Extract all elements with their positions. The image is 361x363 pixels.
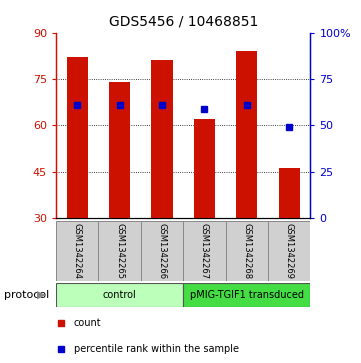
Bar	[226, 221, 268, 281]
Text: GSM1342265: GSM1342265	[115, 223, 124, 280]
Bar	[66, 57, 88, 218]
Title: GDS5456 / 10468851: GDS5456 / 10468851	[109, 15, 258, 29]
Text: protocol: protocol	[4, 290, 49, 300]
Bar	[183, 221, 226, 281]
Text: count: count	[74, 318, 101, 327]
Bar	[183, 283, 310, 307]
Bar	[98, 221, 141, 281]
Bar	[268, 221, 310, 281]
Bar	[279, 168, 300, 218]
Text: GSM1342266: GSM1342266	[157, 223, 166, 280]
Bar	[151, 60, 173, 218]
Text: GSM1342264: GSM1342264	[73, 223, 82, 280]
Bar	[236, 51, 257, 218]
Text: pMIG-TGIF1 transduced: pMIG-TGIF1 transduced	[190, 290, 304, 300]
Text: ▶: ▶	[37, 290, 46, 300]
Text: GSM1342267: GSM1342267	[200, 223, 209, 280]
Text: GSM1342268: GSM1342268	[242, 223, 251, 280]
Bar	[194, 119, 215, 218]
Bar	[109, 82, 130, 218]
Bar	[56, 221, 98, 281]
Bar	[141, 221, 183, 281]
Text: percentile rank within the sample: percentile rank within the sample	[74, 344, 239, 354]
Text: GSM1342269: GSM1342269	[285, 223, 294, 280]
Text: control: control	[103, 290, 136, 300]
Bar	[56, 283, 183, 307]
